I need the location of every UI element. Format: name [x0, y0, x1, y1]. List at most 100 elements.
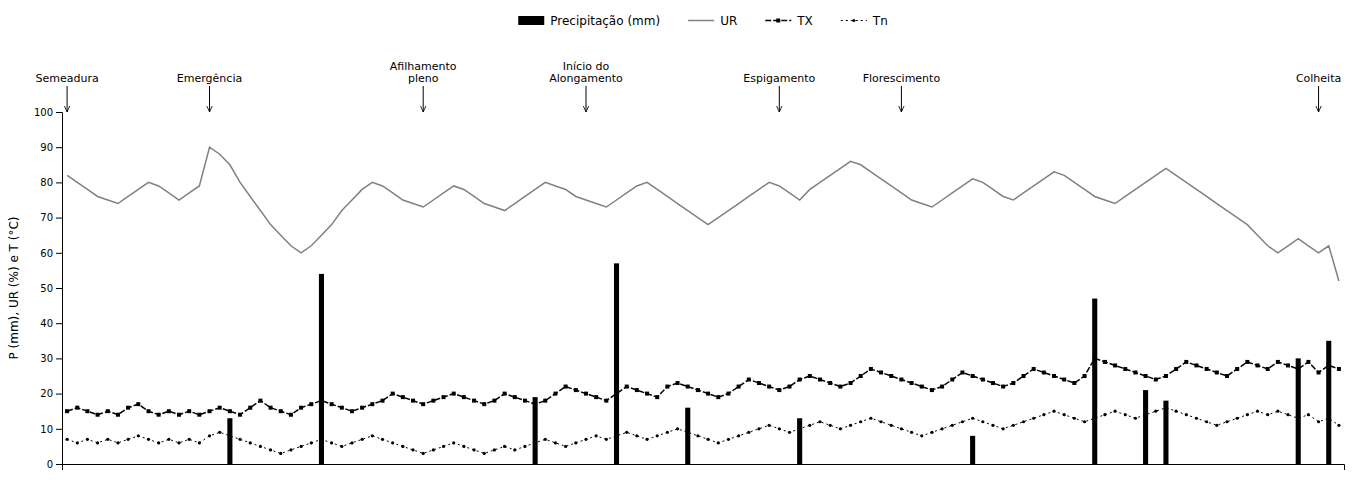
bar: [1072, 464, 1077, 465]
bar: [1174, 464, 1179, 465]
y-tick-mark: [56, 288, 62, 289]
marker: [859, 420, 862, 423]
bar: [797, 418, 802, 464]
bar: [1316, 464, 1321, 465]
line: [67, 358, 1339, 414]
marker: [472, 448, 475, 451]
marker: [1327, 363, 1331, 367]
marker: [320, 438, 323, 441]
marker: [1164, 406, 1167, 409]
marker: [492, 399, 496, 403]
marker: [289, 413, 293, 417]
y-tick: 40: [40, 318, 62, 329]
marker: [442, 395, 446, 399]
marker: [411, 448, 414, 451]
marker: [656, 434, 659, 437]
bar: [146, 464, 151, 465]
marker: [869, 367, 873, 371]
annotation-arrow: [585, 86, 586, 112]
y-tick: 100: [34, 107, 62, 118]
annotation: Afilhamentopleno: [390, 60, 457, 85]
marker: [554, 441, 557, 444]
marker: [869, 417, 872, 420]
legend-item: TX: [765, 14, 813, 28]
marker: [818, 378, 822, 382]
marker: [1306, 360, 1310, 364]
marker: [340, 406, 344, 410]
annotation-arrow: [423, 86, 424, 112]
marker: [1205, 420, 1208, 423]
bar: [136, 464, 141, 465]
y-tick-mark: [56, 358, 62, 359]
marker: [1337, 424, 1340, 427]
bar: [278, 464, 283, 465]
marker: [910, 431, 913, 434]
marker: [391, 441, 394, 444]
bar: [410, 464, 415, 465]
y-tick-label: 10: [40, 424, 53, 435]
marker: [991, 381, 995, 385]
marker: [889, 374, 893, 378]
marker: [106, 409, 110, 413]
marker: [1297, 417, 1300, 420]
marker: [1256, 363, 1260, 367]
legend-marker: [852, 19, 855, 22]
bar: [380, 464, 385, 465]
legend-item: Precipitação (mm): [518, 14, 660, 28]
marker: [1022, 420, 1025, 423]
marker: [136, 402, 140, 406]
marker: [1002, 427, 1005, 430]
y-axis-title: P (mm), UR (%) e T (°C): [7, 216, 21, 359]
bar: [319, 274, 324, 464]
marker: [767, 385, 771, 389]
bar: [726, 464, 731, 465]
marker: [65, 438, 68, 441]
marker: [503, 445, 506, 448]
line: [67, 408, 1339, 454]
y-tick: 70: [40, 212, 62, 223]
marker: [1194, 363, 1198, 367]
marker: [86, 438, 89, 441]
bar: [563, 464, 568, 465]
marker: [534, 441, 537, 444]
marker: [757, 381, 761, 385]
bar: [309, 464, 314, 465]
marker: [1184, 360, 1188, 364]
marker: [778, 427, 781, 430]
marker: [371, 434, 374, 437]
marker: [1032, 367, 1036, 371]
bar: [675, 464, 680, 465]
plot-area: [65, 147, 1341, 464]
marker: [1174, 367, 1178, 371]
marker: [391, 392, 395, 396]
marker: [1205, 367, 1209, 371]
marker: [279, 452, 282, 455]
marker: [544, 438, 547, 441]
bar: [1133, 464, 1138, 465]
bar: [217, 464, 222, 465]
annotation: Espigamento: [743, 72, 815, 85]
y-tick-mark: [56, 182, 62, 183]
marker: [1062, 378, 1066, 382]
marker: [890, 424, 893, 427]
marker: [574, 441, 577, 444]
bar: [451, 464, 456, 465]
bar: [472, 464, 477, 465]
marker: [360, 406, 364, 410]
bar: [126, 464, 131, 465]
bar: [583, 464, 588, 465]
bar: [197, 464, 202, 465]
bar: [940, 464, 945, 465]
bar: [665, 464, 670, 465]
marker: [401, 395, 405, 399]
marker: [594, 395, 598, 399]
bar: [736, 464, 741, 465]
marker: [1113, 410, 1116, 413]
marker: [1195, 417, 1198, 420]
bar: [777, 464, 782, 465]
marker: [330, 402, 334, 406]
marker: [350, 409, 354, 413]
marker: [757, 427, 760, 430]
bar: [85, 464, 90, 465]
marker: [1307, 413, 1310, 416]
